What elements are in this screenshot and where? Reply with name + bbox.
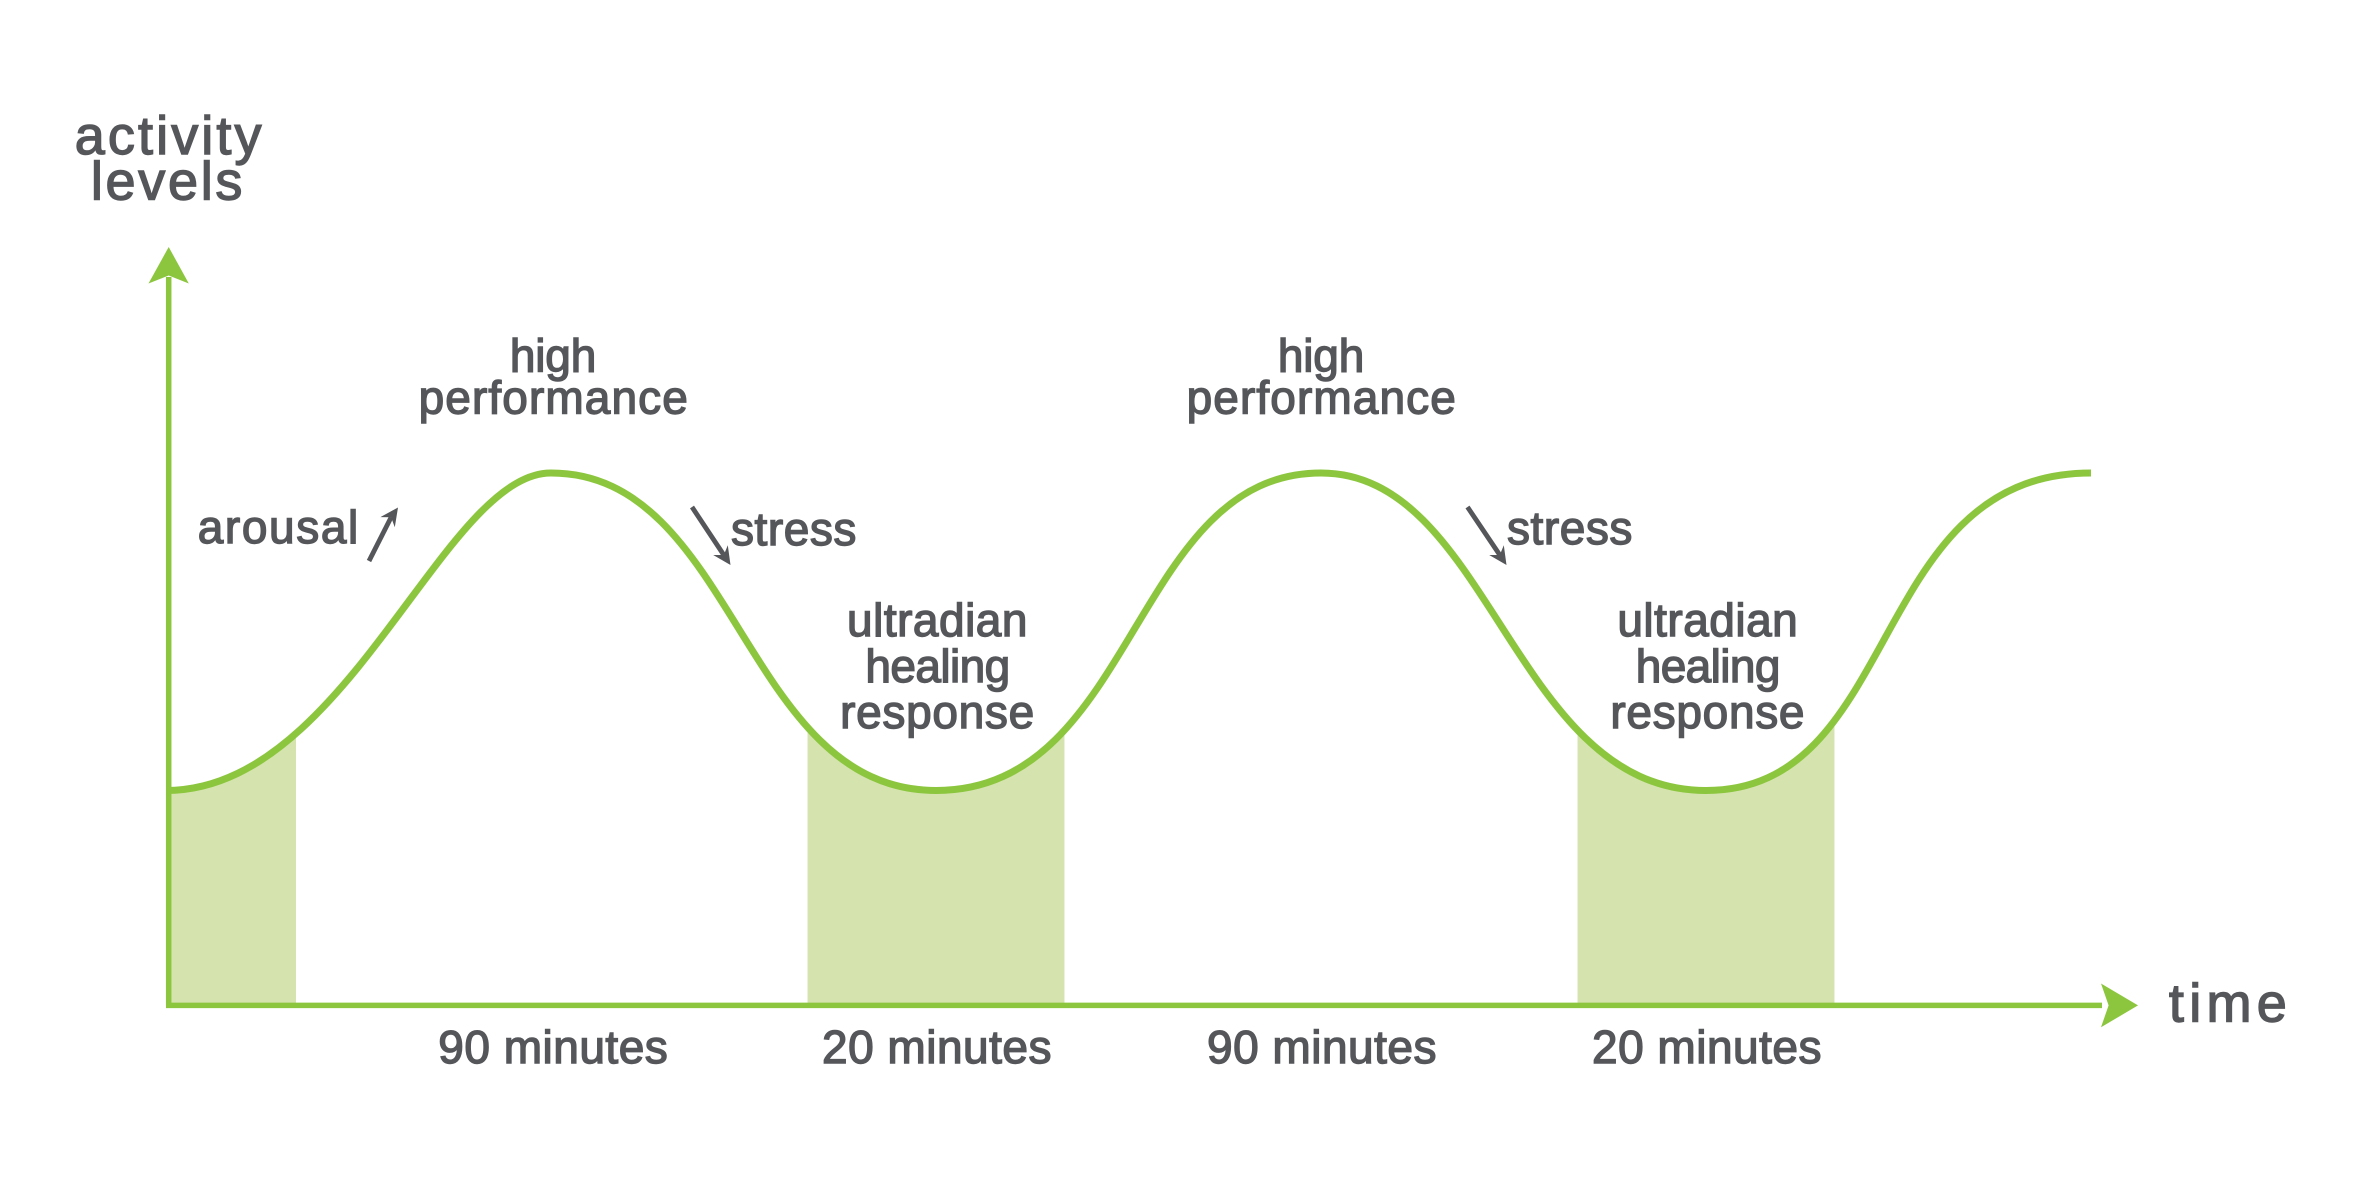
svg-text:high: high [1278, 330, 1364, 382]
svg-text:20 minutes: 20 minutes [1592, 1021, 1822, 1073]
svg-text:time: time [2169, 974, 2292, 1034]
svg-text:high: high [510, 330, 596, 382]
svg-text:ultradian: ultradian [1617, 594, 1798, 646]
svg-text:90 minutes: 90 minutes [438, 1021, 668, 1073]
svg-text:performance: performance [1187, 372, 1457, 424]
svg-text:20 minutes: 20 minutes [822, 1021, 1052, 1073]
svg-text:performance: performance [419, 372, 689, 424]
svg-text:activity: activity [75, 106, 265, 166]
svg-text:arousal: arousal [198, 501, 360, 553]
svg-text:levels: levels [91, 152, 245, 212]
svg-text:healing: healing [865, 640, 1009, 692]
svg-text:ultradian: ultradian [847, 594, 1028, 646]
svg-text:healing: healing [1636, 640, 1780, 692]
svg-text:stress: stress [1507, 502, 1633, 554]
svg-text:response: response [1610, 686, 1805, 738]
svg-text:90 minutes: 90 minutes [1207, 1021, 1437, 1073]
svg-text:stress: stress [731, 503, 857, 555]
svg-text:response: response [840, 686, 1035, 738]
